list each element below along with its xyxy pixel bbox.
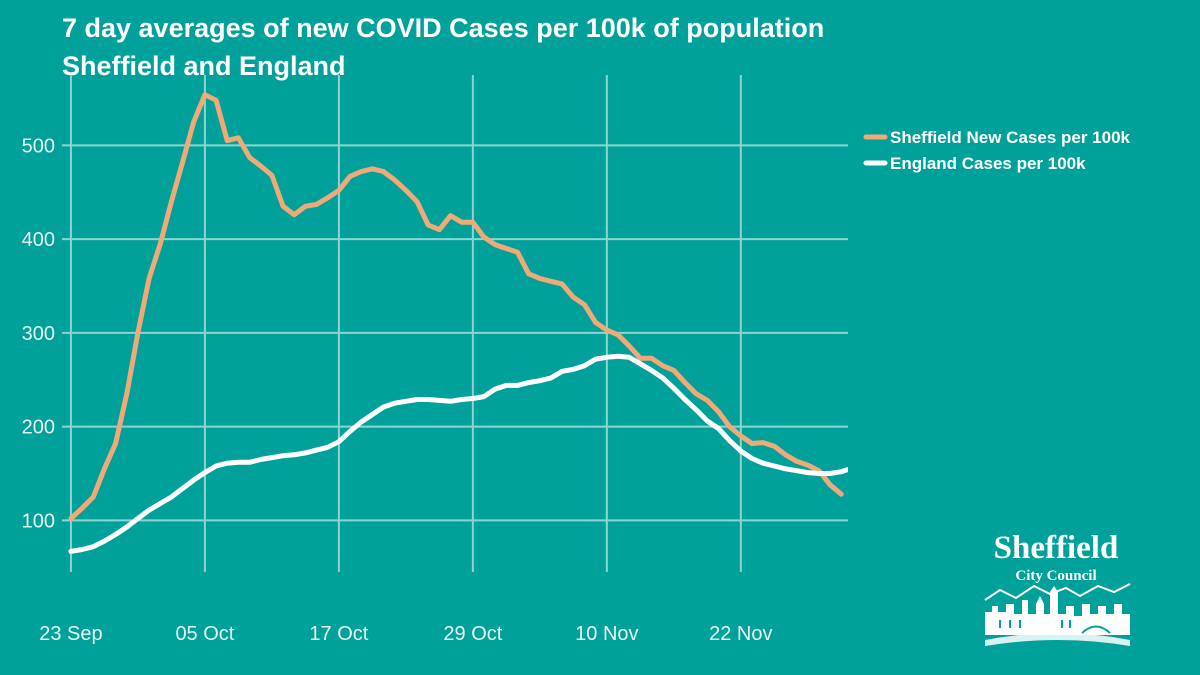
legend-label-england: England Cases per 100k <box>890 154 1086 173</box>
council-logo: Sheffield City Council <box>984 530 1131 646</box>
legend-label-sheffield: Sheffield New Cases per 100k <box>890 128 1131 147</box>
x-tick-label: 23 Sep <box>39 623 102 645</box>
series-lines <box>68 92 848 554</box>
series-line-sheffield <box>68 92 844 521</box>
x-tick-label: 05 Oct <box>175 623 234 645</box>
logo-subtitle: City Council <box>1015 568 1096 584</box>
chart-subtitle: Sheffield and England <box>62 51 346 81</box>
x-tick-label: 17 Oct <box>309 623 368 645</box>
y-tick-label: 300 <box>22 323 55 345</box>
x-tick-label: 29 Oct <box>443 623 502 645</box>
y-tick-label: 200 <box>22 417 55 439</box>
y-tick-label: 100 <box>22 510 55 532</box>
logo-name: Sheffield <box>994 530 1119 566</box>
chart-title: 7 day averages of new COVID Cases per 10… <box>62 13 824 43</box>
x-tick-label: 10 Nov <box>575 623 638 645</box>
x-tick-label: 22 Nov <box>709 623 772 645</box>
axis-ticks: 23 Sep 05 Oct 17 Oct 29 Oct 10 Nov 22 Nov 100 2… <box>22 135 773 645</box>
grid <box>62 75 848 572</box>
city-skyline-icon <box>984 583 1131 646</box>
y-tick-label: 500 <box>22 135 55 157</box>
legend: Sheffield New Cases per 100k England Cas… <box>863 128 1131 173</box>
y-tick-label: 400 <box>22 229 55 251</box>
series-line-england <box>68 353 848 554</box>
